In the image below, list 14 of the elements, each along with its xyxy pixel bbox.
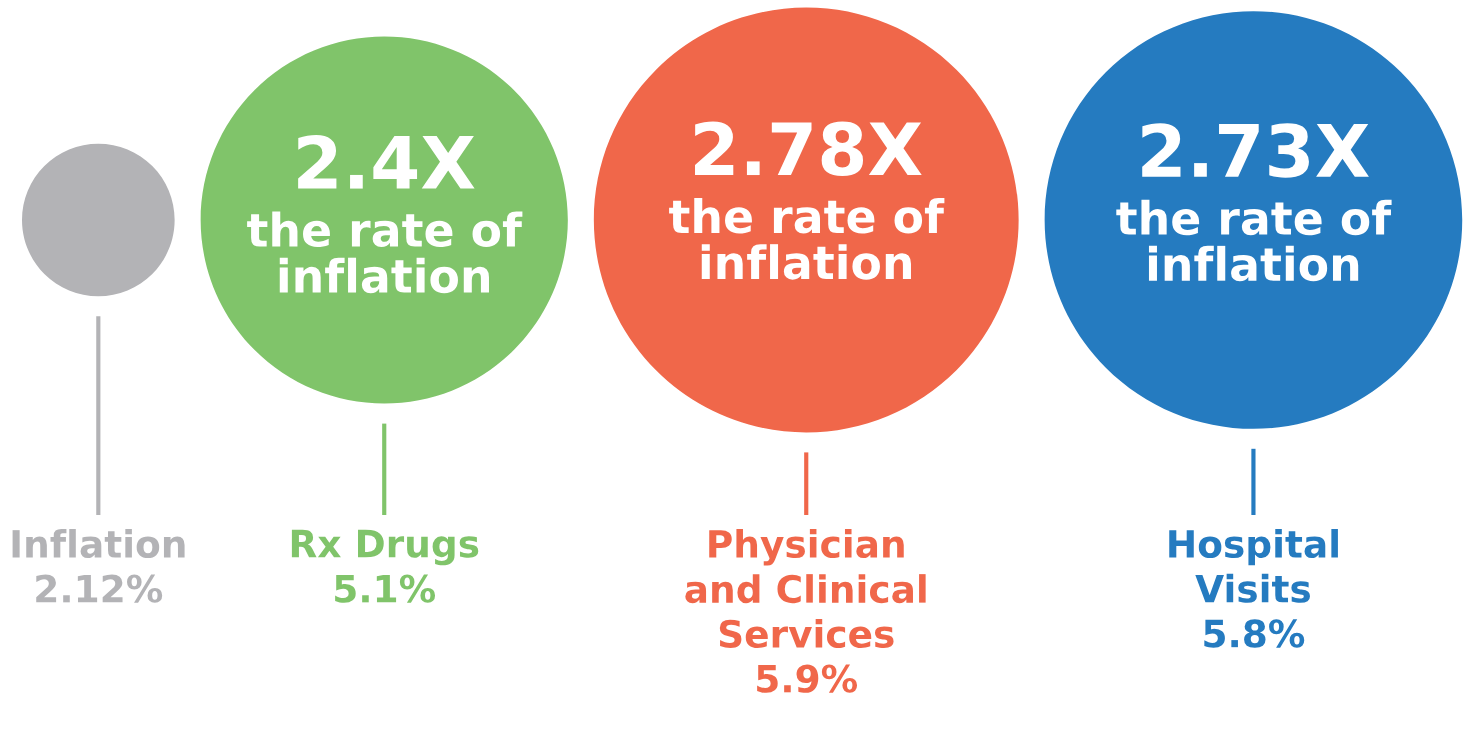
data-label: 5.8% [1204, 619, 1305, 648]
text: 2.78X [695, 121, 922, 177]
text: the rate of inflation [669, 198, 945, 280]
category-label: Inflation [12, 529, 185, 559]
data-label: 5.9% [757, 664, 858, 693]
text: the rate of inflation [247, 211, 523, 294]
text: 2.4X [298, 134, 475, 189]
data-label: 5.1% [335, 574, 436, 603]
text: 2.73X [1142, 123, 1369, 178]
category-label: Physician and Clinical Services [685, 529, 926, 648]
text: the rate of inflation [1116, 199, 1392, 282]
data-label: 2.12% [36, 574, 163, 603]
category-label: Rx Drugs [291, 529, 479, 566]
category-label: Hospital Visits [1169, 529, 1338, 603]
